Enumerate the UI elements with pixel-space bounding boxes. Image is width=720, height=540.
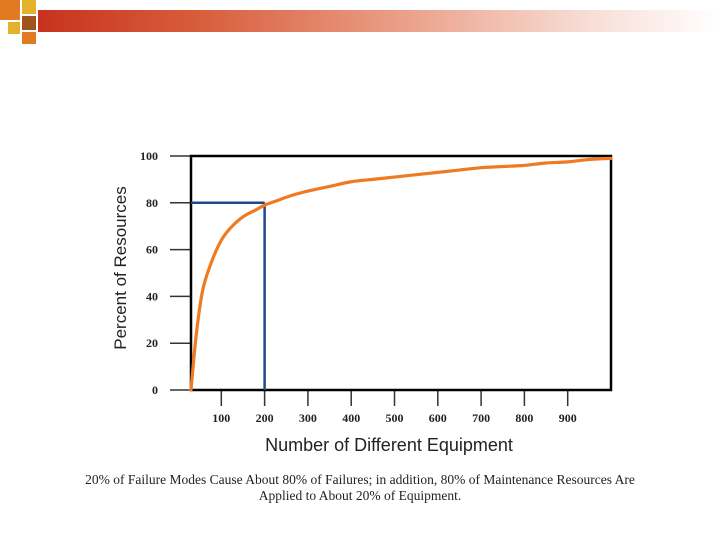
deco-square-brown	[22, 16, 36, 30]
deco-square-orange-small	[22, 32, 36, 44]
y-axis-ticks: 0 20 40 60 80 100	[140, 149, 191, 397]
x-tick-label: 700	[472, 411, 490, 425]
caption-line-2: Applied to About 20% of Equipment.	[258, 488, 462, 503]
x-tick-label: 300	[299, 411, 317, 425]
chart-caption: 20% of Failure Modes Cause About 80% of …	[40, 472, 680, 504]
y-tick-label: 20	[146, 336, 158, 350]
x-axis-label: Number of Different Equipment	[265, 435, 513, 455]
y-tick-label: 40	[146, 289, 158, 303]
x-tick-label: 800	[515, 411, 533, 425]
deco-square-orange	[0, 0, 20, 20]
y-tick-label: 100	[140, 149, 158, 163]
y-axis-label: Percent of Resources	[111, 186, 130, 349]
y-tick-label: 80	[146, 196, 158, 210]
x-tick-label: 600	[429, 411, 447, 425]
x-tick-label: 100	[212, 411, 230, 425]
x-tick-label: 200	[256, 411, 274, 425]
y-tick-label: 0	[152, 383, 158, 397]
header-gradient-bar	[38, 10, 720, 32]
deco-square-yellow-small	[8, 22, 20, 34]
reference-lines	[191, 201, 266, 390]
x-tick-label: 400	[342, 411, 360, 425]
deco-square-yellow	[22, 0, 36, 14]
x-axis-ticks: 100 200 300 400 500 600 700 800 900	[212, 390, 577, 425]
x-tick-label: 500	[386, 411, 404, 425]
plot-frame	[189, 154, 613, 392]
y-tick-label: 60	[146, 243, 158, 257]
x-tick-label: 900	[559, 411, 577, 425]
caption-line-1: 20% of Failure Modes Cause About 80% of …	[85, 472, 635, 487]
resource-curve	[189, 156, 613, 392]
